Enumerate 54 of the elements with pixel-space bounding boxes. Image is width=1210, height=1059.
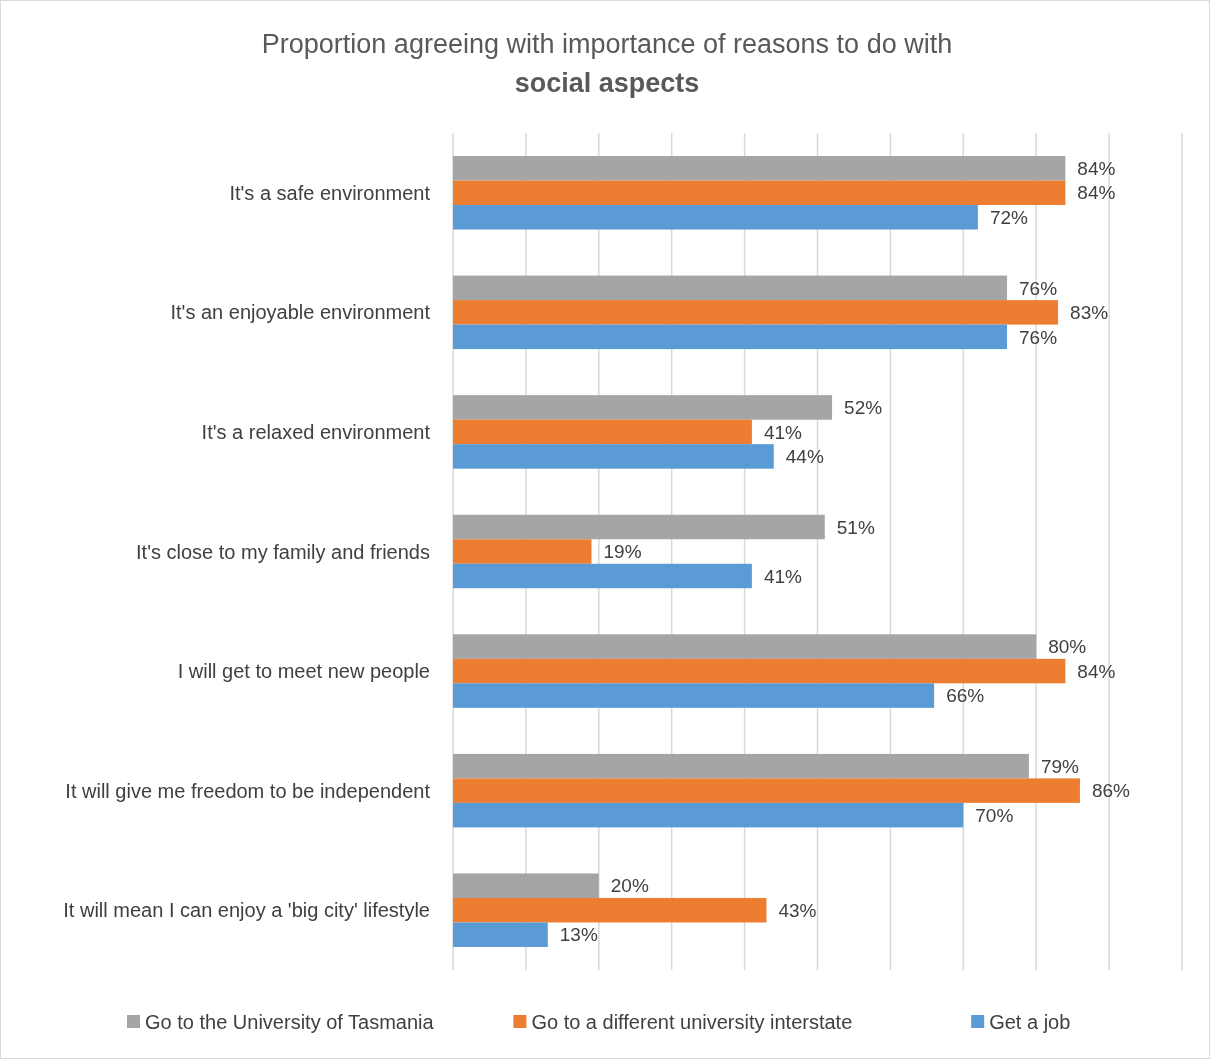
data-label: 19% (603, 541, 642, 563)
bar (453, 753, 1029, 779)
data-label: 76% (1019, 326, 1058, 348)
bar (453, 514, 825, 540)
data-label: 41% (763, 565, 803, 587)
bar (453, 802, 964, 828)
bar (453, 539, 592, 564)
data-label: 52% (844, 397, 883, 419)
data-label: 83% (1070, 302, 1109, 324)
chart-title: Proportion agreeing with importance of reasons to do with (261, 29, 953, 59)
bar (453, 395, 833, 420)
y-tick-label: It's close to my family and friends (136, 540, 430, 563)
legend-label: Go to the University of Tasmania (145, 1011, 435, 1033)
data-label: 43% (778, 899, 817, 921)
chart-subtitle: social aspects (514, 68, 700, 98)
data-label: 66% (946, 685, 985, 707)
data-label: 44% (785, 446, 824, 468)
data-label: 13% (559, 924, 598, 946)
bar (453, 563, 752, 589)
bar (453, 156, 1066, 181)
bar (453, 300, 1059, 325)
y-tick-label: It's a safe environment (229, 181, 431, 204)
bar (453, 683, 935, 708)
y-tick-label: It will mean I can enjoy a 'big city' lifestyle (63, 899, 430, 922)
bar (453, 205, 978, 230)
y-tick-label: It will give me freedom to be independent (65, 779, 431, 802)
legend-label: Get a job (989, 1011, 1071, 1033)
bar (453, 324, 1008, 350)
bar (453, 897, 767, 923)
data-label: 79% (1040, 755, 1080, 777)
bar (453, 658, 1066, 684)
y-tick-label: I will get to meet new people (177, 660, 430, 683)
data-label: 86% (1091, 780, 1131, 802)
y-tick-label: It's a relaxed environment (201, 420, 431, 443)
bar (453, 873, 599, 898)
legend-label: Go to a different university interstate (531, 1011, 853, 1033)
bar (453, 922, 548, 947)
y-tick-label: It's an enjoyable environment (170, 301, 431, 324)
data-label: 51% (836, 516, 875, 538)
bar (453, 275, 1008, 301)
data-label: 84% (1077, 157, 1116, 179)
bar (453, 778, 1080, 803)
data-label: 80% (1048, 636, 1087, 658)
data-label: 41% (763, 421, 803, 443)
bar (453, 419, 752, 445)
data-label: 70% (975, 804, 1014, 826)
data-label: 76% (1019, 277, 1058, 299)
bar (453, 180, 1066, 206)
data-label: 84% (1077, 660, 1116, 682)
bar (453, 444, 774, 469)
bar (453, 634, 1037, 659)
data-label: 84% (1077, 182, 1116, 204)
data-label: 20% (610, 875, 649, 897)
data-label: 72% (989, 206, 1029, 228)
